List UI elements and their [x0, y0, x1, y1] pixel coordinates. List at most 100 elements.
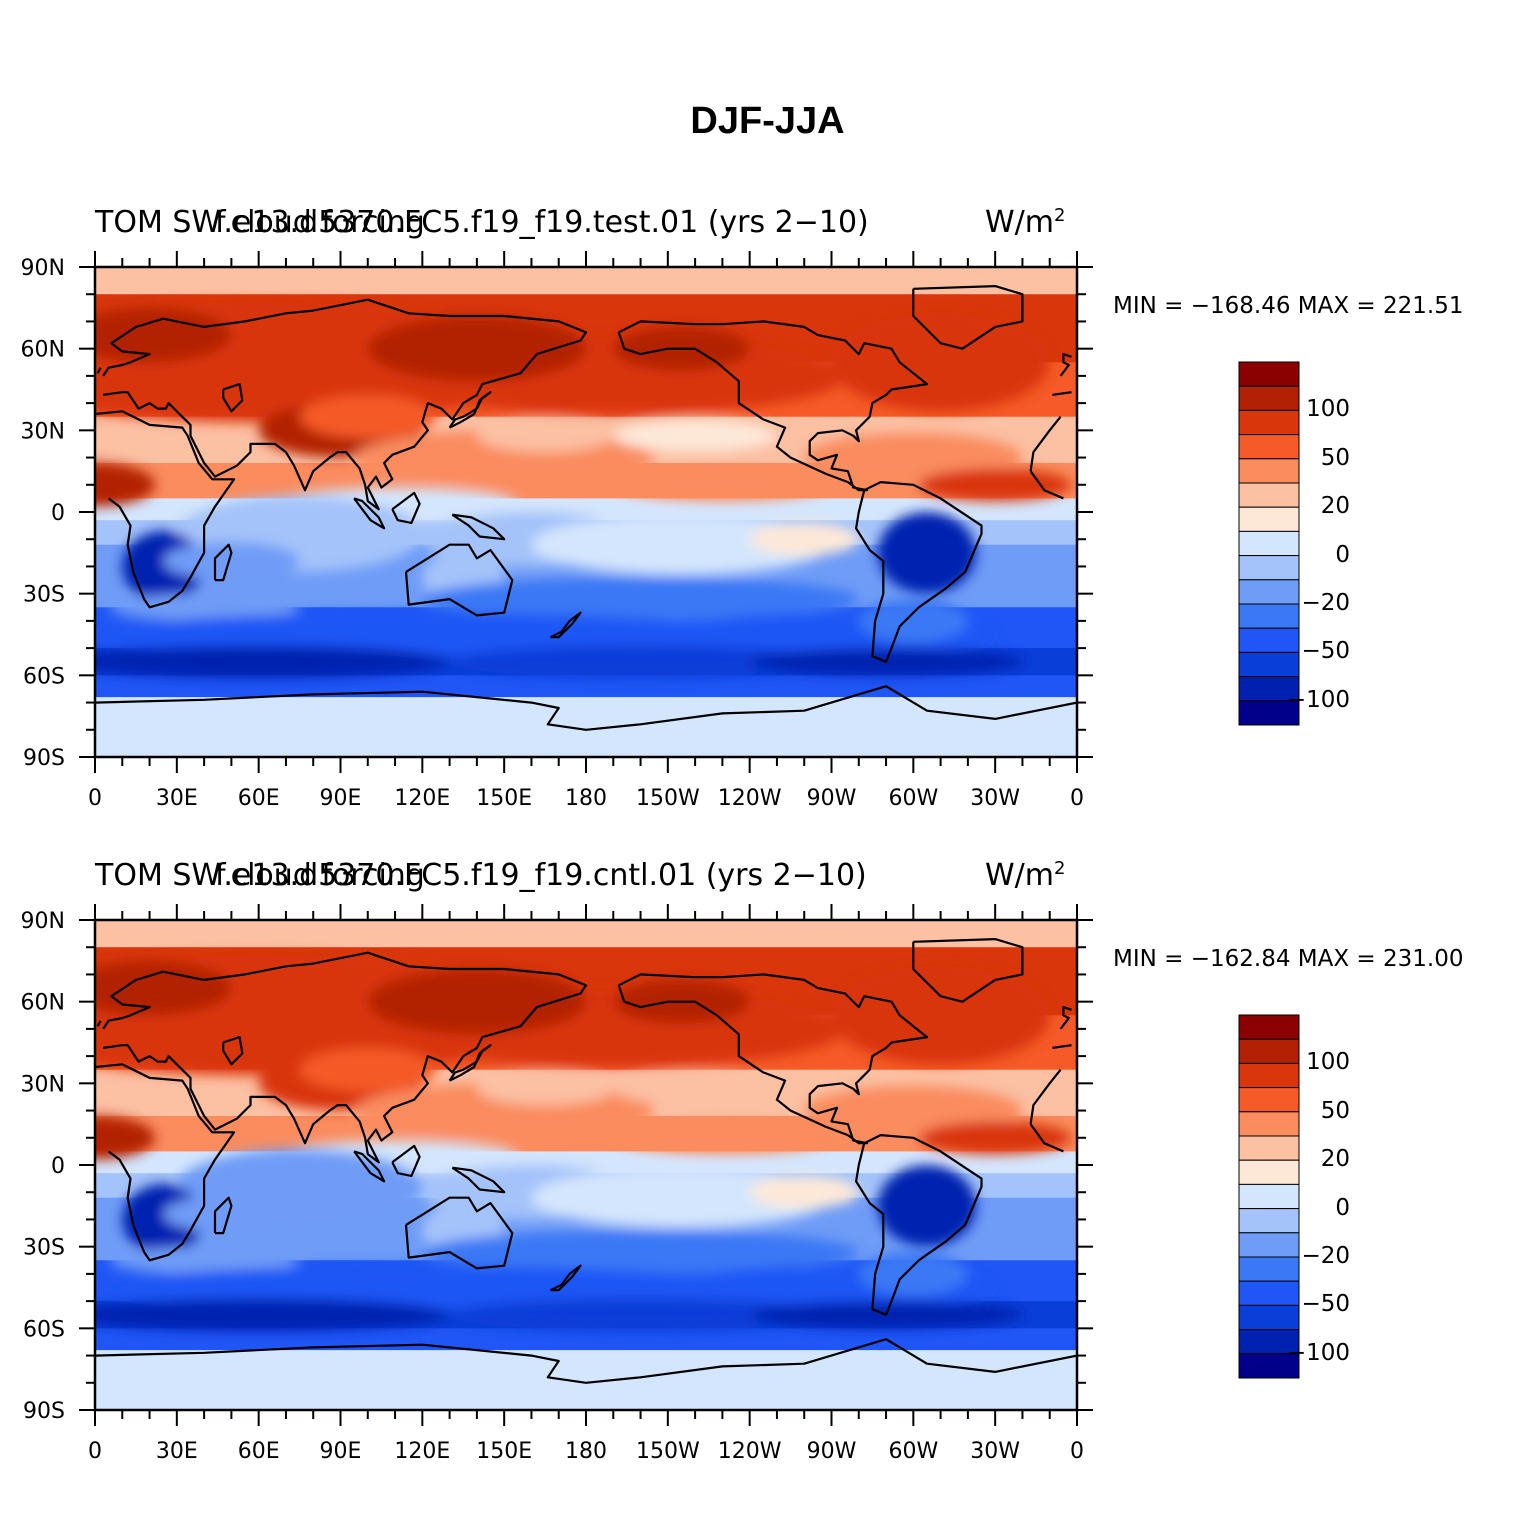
colorbar: 100 50 20 0 −20 −50 −100 [1238, 1014, 1438, 1385]
panel-center-title: f.e13.d5370.FC5.f19_f19.test.01 (yrs 2−1… [215, 205, 869, 240]
coastline-new-zealand [550, 611, 582, 639]
coastline-madagascar [213, 543, 233, 582]
colorbar-cell [1238, 1062, 1300, 1089]
lat-tick-label: 60S [23, 664, 65, 689]
colorbar-tick-label: −20 [1301, 590, 1350, 616]
contour-region [449, 645, 832, 679]
coastline-africa [95, 410, 236, 609]
contour-region [613, 1121, 832, 1155]
coastline-antarctica [95, 685, 1077, 731]
coastline-borneo [391, 1144, 421, 1177]
contour-region [831, 313, 1050, 412]
lon-tick-label: 150E [476, 786, 532, 811]
colorbar-tick-label: −100 [1286, 686, 1350, 713]
contour-region [95, 960, 232, 1016]
axis-ticks [79, 904, 1093, 1426]
colorbar-tick-label: 100 [1306, 396, 1350, 423]
contour-region [877, 1165, 977, 1247]
coastline-africa [1029, 470, 1064, 500]
lat-tick-label: 30S [23, 583, 65, 608]
coastline-arabia-caspian [222, 1036, 244, 1066]
contour-region [95, 1298, 450, 1332]
contour-region [108, 593, 300, 621]
colorbar-cell [1238, 361, 1300, 387]
lon-tick-label: 180 [565, 1439, 607, 1464]
colorbar-cell [1238, 1014, 1300, 1040]
lat-tick-label: 90N [21, 909, 65, 934]
colorbar-cell [1238, 385, 1300, 411]
contour-region [95, 463, 155, 507]
lat-tick-label: 90S [23, 746, 65, 771]
colorbar-cell [1238, 700, 1300, 726]
units-text: W/m [985, 858, 1054, 893]
lon-tick-label: 60W [888, 786, 938, 811]
contour-region [749, 1175, 859, 1209]
contour-region [918, 468, 1072, 502]
colorbar-cell [1238, 1280, 1300, 1306]
colorbar-tick-label: 50 [1320, 1097, 1350, 1124]
coastline-arabia-caspian [222, 383, 244, 413]
lon-tick-label: 120W [718, 786, 782, 811]
latitude-band [95, 920, 1077, 949]
lon-tick-label: 30E [156, 1439, 198, 1464]
colorbar-tick-label: −20 [1301, 1243, 1350, 1269]
panel-left-title: TOM SW cloud forcing [95, 858, 425, 893]
coastline-japan [448, 391, 492, 429]
colorbar-svg [1238, 361, 1300, 726]
colorbar-cell [1238, 530, 1300, 557]
colorbar-cell [1238, 627, 1300, 653]
lon-tick-label: 0 [88, 1439, 102, 1464]
contour-region [95, 645, 450, 679]
contour-region [163, 1194, 300, 1234]
colorbar-tick-label: 20 [1320, 493, 1350, 520]
coastline-south-america [855, 481, 983, 663]
panel-center-title: f.e13.d5370.FC5.f19_f19.cntl.01 (yrs 2−1… [215, 858, 867, 893]
minmax-label: MIN = −168.46 MAX = 221.51 [1113, 293, 1464, 319]
contour-region [613, 1072, 777, 1106]
colorbar-tick-label: −50 [1301, 1291, 1350, 1318]
coastline-new-guinea [451, 513, 506, 541]
colorbar-cell [1238, 1111, 1300, 1137]
coastline-africa [1029, 1069, 1062, 1125]
colorbar-cell [1238, 676, 1300, 702]
contour-region [422, 1230, 859, 1274]
coastline-north-america [617, 973, 929, 1145]
coastline-africa [1029, 1123, 1064, 1153]
coastline-australia [404, 543, 514, 617]
colorbar-cell [1238, 1135, 1300, 1161]
contour-region [476, 419, 614, 453]
contour-region [877, 512, 977, 594]
lat-tick-label: 90S [23, 1399, 65, 1424]
figure-title: DJF-JJA [690, 100, 845, 142]
contour-region [299, 1047, 436, 1092]
panel-units: W/m2 [985, 858, 1065, 893]
lon-tick-label: 90E [320, 786, 362, 811]
latitude-band [95, 1350, 1077, 1410]
lat-tick-label: 90N [21, 256, 65, 281]
lon-tick-label: 120W [718, 1439, 782, 1464]
contour-region [831, 966, 1050, 1065]
colorbar-tick-label: 50 [1320, 444, 1350, 471]
latitude-band [95, 1328, 1077, 1352]
lon-tick-label: 0 [1070, 786, 1084, 811]
lat-tick-label: 60N [21, 338, 65, 363]
lon-tick-label: 150W [636, 786, 700, 811]
contour-region [531, 514, 832, 575]
colorbar-cell [1238, 1353, 1300, 1379]
lon-tick-label: 180 [565, 786, 607, 811]
units-exponent: 2 [1054, 205, 1066, 226]
colorbar-cell [1238, 1038, 1300, 1064]
colorbar-cell [1238, 1232, 1300, 1258]
lat-tick-label: 30N [21, 1072, 65, 1097]
coastline-uk [1059, 353, 1072, 377]
coastline-antarctica [95, 1338, 1077, 1384]
lat-tick-label: 0 [51, 501, 65, 526]
coastline-eurasia [102, 298, 588, 511]
lat-tick-label: 30S [23, 1236, 65, 1261]
colorbar-cell [1238, 409, 1300, 436]
coastline-australia [404, 1196, 514, 1270]
lon-tick-label: 90E [320, 1439, 362, 1464]
panel-left-title: TOM SW cloud forcing [95, 205, 425, 240]
contour-region [749, 522, 859, 556]
units-text: W/m [985, 205, 1054, 240]
